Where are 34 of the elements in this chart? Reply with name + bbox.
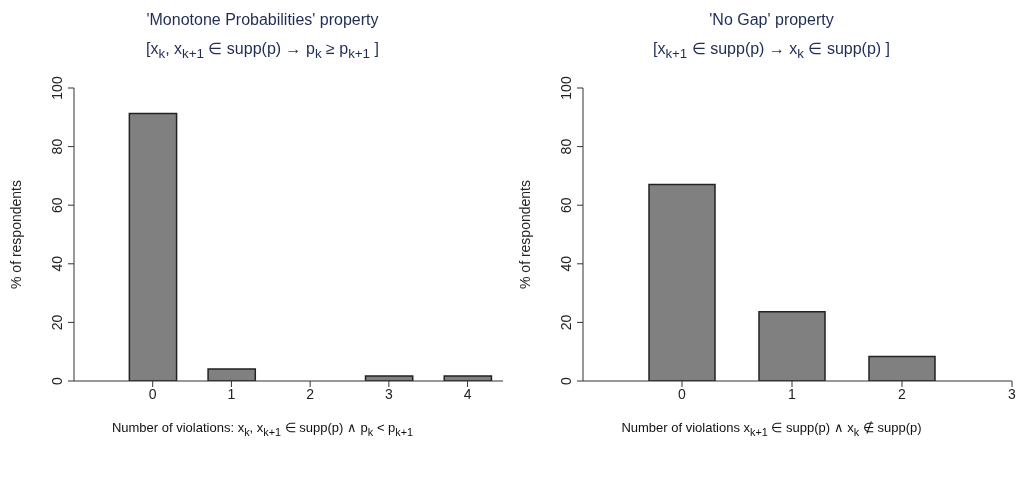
x-axis-title: Number of violations: x$_{k}$, x$_{k+1}$ ∈ supp(p) ∧ p$_{k}$ < p$_{k+1}$ <box>110 420 415 438</box>
y-tick-label: 40 <box>49 255 65 272</box>
y-tick-label: 40 <box>558 255 574 272</box>
x-tick-label: 0 <box>148 385 157 402</box>
y-tick-label: 100 <box>49 76 65 100</box>
x-tick-label: 2 <box>898 385 907 402</box>
x-tick-label: 2 <box>306 385 315 402</box>
bar <box>128 112 178 381</box>
y-axis-title: % of respondents <box>7 180 24 289</box>
bar <box>868 355 936 381</box>
y-tick-label: 80 <box>49 138 65 155</box>
x-tick-label: 3 <box>1008 385 1017 402</box>
bar <box>648 183 716 381</box>
y-tick-label: 60 <box>558 197 574 213</box>
y-tick-label: 0 <box>558 376 574 385</box>
y-tick-label: 80 <box>558 138 574 155</box>
y-tick-label: 20 <box>558 314 574 331</box>
x-axis-title: Number of violations x$_{k+1}$ ∈ supp(p) ∧ x$_{k}$ ∉ supp(p) <box>620 420 923 438</box>
y-tick-label: 100 <box>558 76 574 100</box>
y-tick-label: 20 <box>49 314 65 331</box>
text: [x$_{k}$, x$_{k+1}$ ∈ supp(p) → p$_{k}$ ≥ p$_{k+1}$ ] <box>146 40 379 62</box>
y-tick-label: 0 <box>49 376 65 385</box>
x-tick-label: 4 <box>463 385 472 402</box>
y-axis-title: % of respondents <box>516 180 533 289</box>
chart-subtitle: [x$_{k+1}$ ∈ supp(p) → x$_{k}$ ∈ supp(p) ] <box>651 39 892 64</box>
x-tick-label: 1 <box>788 385 797 402</box>
chart-title: 'Monotone Probabilities' property <box>145 10 380 30</box>
y-tick-label: 60 <box>49 197 65 213</box>
x-tick-label: 3 <box>384 385 393 402</box>
chart-title: 'No Gap' property <box>708 10 835 30</box>
x-tick-label: 1 <box>227 385 236 402</box>
bar <box>758 311 826 381</box>
x-tick-label: 0 <box>678 385 687 402</box>
bar <box>207 368 257 381</box>
